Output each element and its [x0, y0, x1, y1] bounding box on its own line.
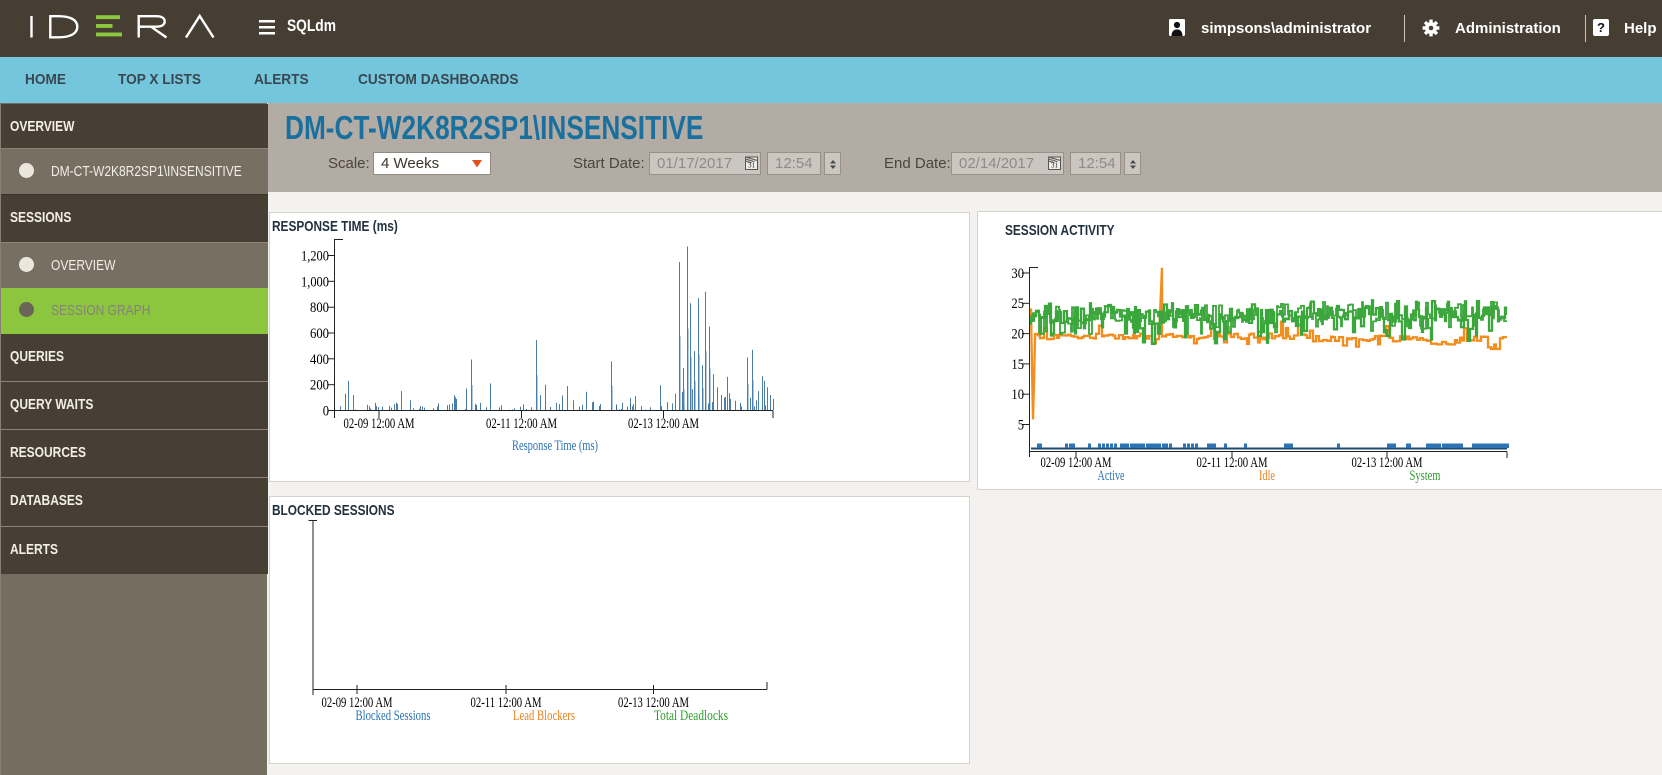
svg-text:10: 10	[1011, 387, 1024, 403]
svg-text:Total Deadlocks: Total Deadlocks	[654, 708, 728, 724]
svg-text:Idle: Idle	[1259, 468, 1275, 484]
svg-text:Response Time (ms): Response Time (ms)	[512, 438, 598, 454]
svg-text:02-13 12:00 AM: 02-13 12:00 AM	[628, 416, 699, 432]
svg-text:02-13 12:00 AM: 02-13 12:00 AM	[1352, 455, 1423, 471]
svg-text:800: 800	[310, 300, 329, 316]
svg-text:02-09 12:00 AM: 02-09 12:00 AM	[322, 695, 393, 711]
svg-text:02-09 12:00 AM: 02-09 12:00 AM	[1041, 455, 1112, 471]
svg-text:02-11 12:00 AM: 02-11 12:00 AM	[1197, 455, 1268, 471]
svg-text:30: 30	[1011, 266, 1024, 282]
svg-text:600: 600	[310, 326, 329, 342]
svg-text:Blocked Sessions: Blocked Sessions	[356, 708, 431, 724]
svg-text:5: 5	[1018, 418, 1024, 434]
svg-text:02-09 12:00 AM: 02-09 12:00 AM	[344, 416, 415, 432]
svg-text:25: 25	[1011, 296, 1024, 312]
svg-text:02-11 12:00 AM: 02-11 12:00 AM	[471, 695, 542, 711]
svg-text:Active: Active	[1098, 468, 1125, 484]
svg-text:System: System	[1410, 468, 1441, 484]
svg-text:1,000: 1,000	[301, 274, 329, 290]
svg-text:0: 0	[323, 404, 329, 420]
svg-text:20: 20	[1011, 327, 1024, 343]
svg-text:02-11 12:00 AM: 02-11 12:00 AM	[486, 416, 557, 432]
svg-text:31: 31	[1051, 162, 1059, 170]
svg-text:31: 31	[748, 162, 756, 170]
svg-text:1,200: 1,200	[301, 249, 329, 265]
svg-text:200: 200	[310, 378, 329, 394]
svg-text:400: 400	[310, 352, 329, 368]
svg-text:Lead Blockers: Lead Blockers	[513, 708, 575, 724]
svg-text:15: 15	[1011, 357, 1024, 373]
svg-text:02-13 12:00 AM: 02-13 12:00 AM	[618, 695, 689, 711]
